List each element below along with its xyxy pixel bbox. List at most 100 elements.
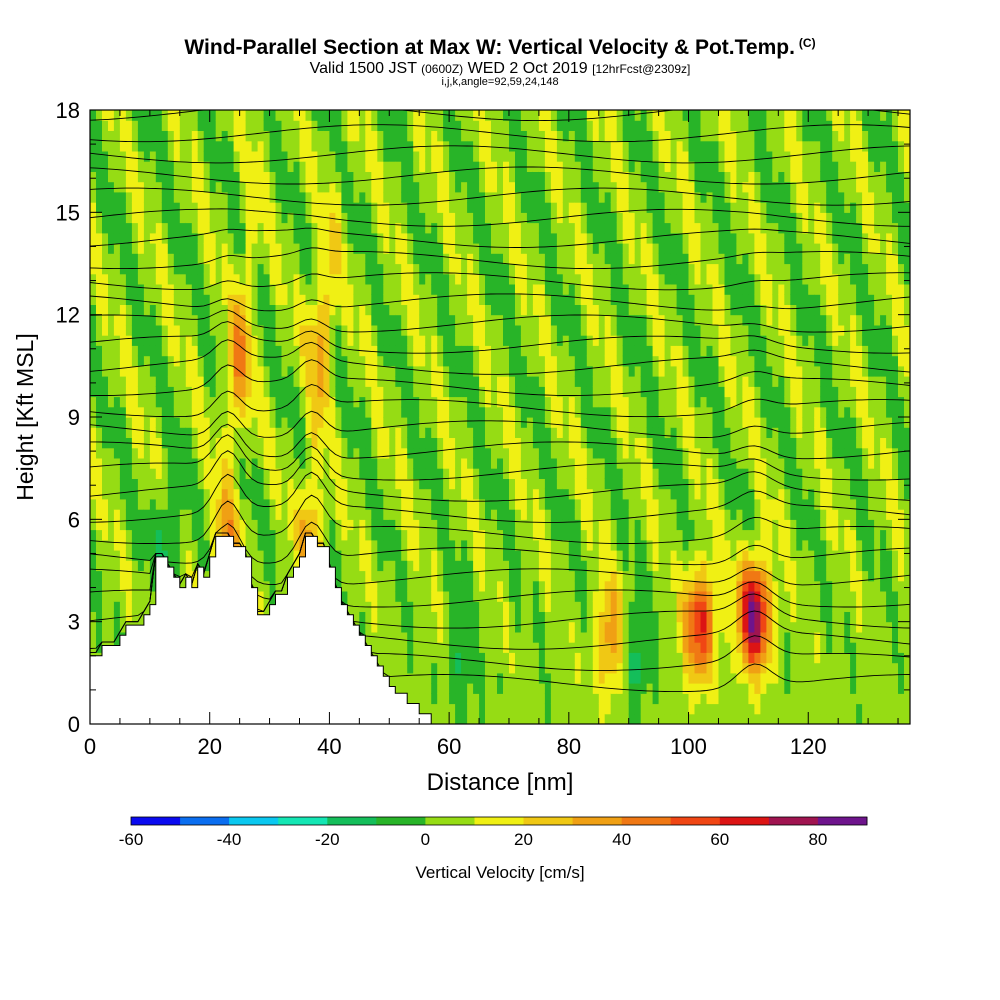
w-cell — [359, 232, 366, 244]
w-cell — [526, 222, 534, 234]
w-cell — [221, 191, 229, 203]
w-cell — [197, 560, 205, 572]
w-cell — [108, 232, 115, 244]
w-cell — [509, 417, 516, 428]
w-cell — [509, 683, 516, 694]
w-cell — [449, 529, 456, 541]
w-cell — [389, 570, 396, 582]
w-cell — [449, 713, 456, 724]
w-cell — [179, 386, 187, 398]
w-cell — [347, 130, 354, 142]
w-cell — [485, 693, 492, 705]
w-cell — [359, 611, 366, 623]
w-cell — [113, 539, 121, 551]
w-cell — [335, 140, 342, 152]
w-cell — [203, 181, 211, 193]
w-cell — [538, 703, 546, 715]
w-cell — [329, 437, 336, 449]
w-cell — [437, 642, 444, 653]
w-cell — [203, 243, 211, 254]
w-cell — [245, 273, 253, 285]
w-cell — [431, 642, 438, 653]
w-cell — [401, 253, 408, 265]
w-cell — [449, 161, 456, 172]
w-cell — [526, 519, 534, 531]
w-cell — [431, 468, 438, 479]
w-cell — [544, 202, 552, 213]
w-cell — [515, 324, 522, 336]
w-cell — [185, 324, 193, 336]
w-cell — [425, 529, 432, 541]
w-cell — [431, 631, 438, 643]
w-cell — [227, 304, 235, 316]
w-cell — [413, 611, 420, 623]
w-cell — [515, 601, 522, 612]
w-cell — [467, 130, 474, 142]
w-cell — [544, 294, 552, 305]
w-cell — [299, 273, 307, 285]
w-cell — [173, 294, 181, 305]
w-cell — [371, 161, 378, 172]
w-cell — [245, 202, 253, 213]
w-cell — [395, 222, 402, 234]
w-cell — [233, 253, 241, 265]
w-cell — [149, 335, 157, 346]
w-cell — [443, 284, 450, 295]
w-cell — [155, 365, 163, 377]
w-cell — [497, 642, 504, 653]
w-cell — [455, 171, 462, 183]
w-cell — [233, 468, 241, 479]
w-cell — [371, 478, 378, 490]
w-cell — [449, 253, 456, 265]
w-cell — [209, 263, 217, 275]
w-cell — [562, 447, 570, 459]
w-cell — [203, 212, 211, 224]
w-cell — [425, 478, 432, 490]
w-cell — [353, 171, 360, 183]
w-cell — [90, 498, 97, 510]
w-cell — [317, 355, 324, 367]
w-cell — [568, 335, 576, 346]
w-cell — [395, 202, 402, 213]
w-cell — [185, 222, 193, 234]
w-cell — [263, 202, 271, 213]
w-cell — [245, 253, 253, 265]
w-cell — [287, 253, 295, 265]
w-cell — [443, 171, 450, 183]
w-cell — [449, 631, 456, 643]
w-cell — [574, 243, 582, 254]
w-cell — [509, 324, 516, 336]
w-cell — [383, 509, 390, 520]
w-cell — [419, 202, 426, 213]
w-cell — [550, 529, 558, 541]
w-cell — [251, 232, 259, 244]
w-cell — [509, 161, 516, 172]
w-cell — [509, 713, 516, 724]
w-cell — [491, 550, 498, 561]
w-cell — [287, 304, 295, 316]
w-cell — [143, 273, 151, 285]
w-cell — [562, 498, 570, 510]
w-cell — [413, 324, 420, 336]
w-cell — [526, 324, 534, 336]
w-cell — [137, 284, 145, 295]
w-cell — [389, 550, 396, 561]
w-cell — [544, 365, 552, 377]
w-cell — [257, 222, 265, 234]
w-cell — [407, 263, 414, 275]
w-cell — [179, 509, 187, 520]
w-cell — [455, 273, 462, 285]
w-cell — [257, 161, 265, 172]
w-cell — [586, 621, 594, 633]
w-cell — [437, 355, 444, 367]
w-cell — [143, 345, 151, 357]
w-cell — [383, 263, 390, 275]
w-cell — [562, 324, 570, 336]
w-cell — [299, 355, 307, 367]
w-cell — [275, 457, 283, 469]
w-cell — [257, 243, 265, 254]
w-cell — [102, 529, 109, 541]
w-cell — [131, 345, 139, 357]
w-cell — [532, 550, 540, 561]
w-cell — [96, 365, 103, 377]
